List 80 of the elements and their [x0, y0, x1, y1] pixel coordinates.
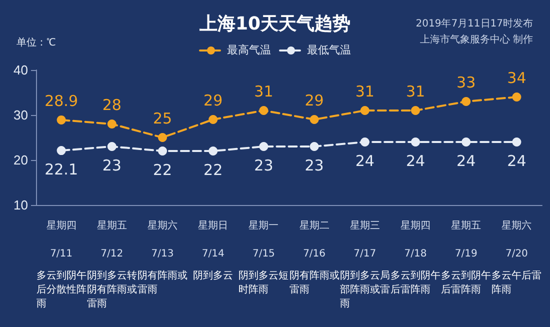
x-tick-label: 7/18: [404, 248, 427, 260]
y-tick-label: 40: [14, 62, 28, 78]
data-label: 34: [507, 69, 526, 87]
text: 星期六: [148, 220, 178, 232]
data-label: 29: [204, 92, 223, 110]
chart-subtitle: 2019年7月11日17时发布: [416, 18, 534, 30]
point: [208, 115, 218, 124]
point: [310, 115, 319, 124]
data-label: 22: [152, 161, 172, 179]
data-label: 23: [102, 156, 122, 174]
text: 多云到阴午后分散性阵雨: [36, 270, 86, 310]
data-label: 33: [456, 74, 476, 92]
text: 阴到多云: [193, 270, 234, 282]
point: [56, 146, 66, 156]
point: [158, 146, 167, 156]
text: 星期五: [451, 220, 482, 232]
y-tick-label: 30: [14, 108, 28, 122]
data-label: 28.9: [44, 92, 78, 110]
y-axis-title: 单位：℃: [16, 36, 56, 48]
text: 阴有阵雨或雷雨: [289, 270, 340, 296]
text: 星期二: [299, 220, 330, 232]
point: [259, 106, 268, 115]
x-tick-label: 7/12: [100, 248, 124, 260]
text: 星期一: [248, 220, 279, 232]
x-tick-label: 7/13: [151, 248, 174, 260]
data-label: 31: [406, 82, 426, 100]
text: 多云到阴午后雷阵雨: [390, 270, 440, 296]
y-tick-label: 20: [14, 152, 28, 168]
text: 阴到多云转阴有阵雨或雷雨: [86, 270, 137, 310]
point: [512, 138, 522, 146]
data-label: 24: [507, 152, 526, 170]
data-label: 28: [102, 96, 122, 114]
point: [360, 106, 370, 115]
x-tick-label: 7/14: [202, 248, 224, 260]
chart-title: 上海10天天气趋势: [198, 14, 351, 34]
data-label: 22: [204, 161, 223, 179]
point: [56, 115, 66, 124]
data-label: 22.1: [44, 160, 78, 179]
point: [411, 138, 420, 146]
text: 上海市气象服务中心 制作: [420, 34, 534, 46]
legend-label: 最高气温: [227, 44, 271, 56]
text: 多云午后雷阵雨: [492, 270, 542, 296]
text: 阴到多云局部阵雨或雷雨: [340, 270, 390, 310]
data-label: 24: [406, 152, 426, 170]
point: [512, 92, 522, 102]
x-tick-label: 7/19: [454, 248, 478, 260]
x-tick-label: 7/17: [354, 248, 376, 260]
data-label: 29: [304, 92, 324, 110]
data-label: 23: [254, 156, 274, 174]
point: [360, 138, 370, 146]
data-label: 25: [152, 110, 172, 128]
x-tick-label: 7/11: [50, 248, 73, 260]
x-tick-label: 7/16: [303, 248, 326, 260]
text: 星期五: [96, 220, 127, 232]
point: [107, 142, 116, 151]
data-label: 23: [304, 156, 324, 174]
data-label: 31: [355, 82, 374, 100]
text: 星期三: [350, 220, 380, 232]
text: 多云到阴午后雷阵雨: [441, 270, 492, 296]
text: 阴有阵雨或雷雨: [138, 270, 188, 296]
x-tick-label: 7/15: [252, 248, 275, 260]
data-label: 31: [254, 82, 274, 100]
text: 星期四: [400, 220, 430, 232]
point: [107, 120, 116, 128]
point: [310, 142, 319, 151]
text: 阴到多云短时阵雨: [238, 270, 289, 296]
text: 星期六: [502, 220, 532, 232]
text: 星期四: [46, 220, 76, 232]
point: [259, 142, 268, 151]
point: [411, 106, 420, 115]
point: [208, 146, 218, 156]
point: [462, 97, 471, 106]
data-label: 24: [456, 152, 476, 170]
text: 星期日: [198, 220, 228, 232]
data-label: 24: [355, 152, 374, 170]
point: [462, 138, 471, 146]
x-tick-label: 7/20: [505, 248, 528, 260]
point: [158, 133, 167, 142]
y-tick-label: 10: [14, 198, 28, 212]
legend-label: 最低气温: [307, 44, 351, 56]
